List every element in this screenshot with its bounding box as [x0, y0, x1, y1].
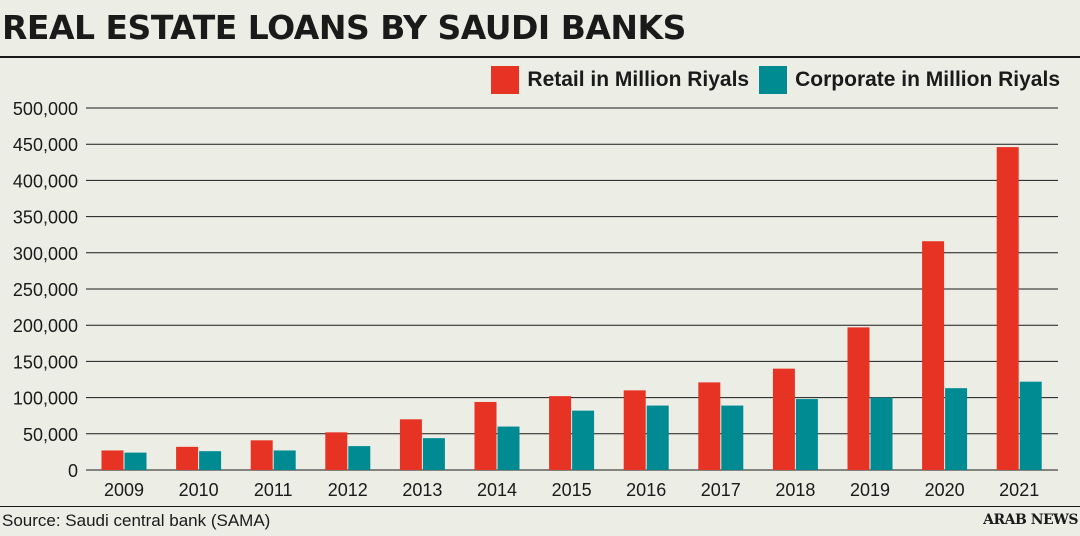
bar-corporate: [273, 450, 296, 470]
y-tick-label: 400,000: [13, 171, 78, 191]
bar-retail: [847, 327, 870, 470]
bar-retail: [698, 382, 721, 470]
bar-retail: [101, 450, 124, 470]
bar-corporate: [646, 405, 669, 470]
y-tick-label: 450,000: [13, 135, 78, 155]
bar-retail: [474, 401, 497, 470]
bar-corporate: [497, 426, 520, 470]
x-tick-label: 2014: [477, 480, 517, 500]
legend-item-corporate: Corporate in Million Riyals: [759, 66, 1060, 94]
x-tick-label: 2018: [775, 480, 815, 500]
legend-label-corporate: Corporate in Million Riyals: [795, 68, 1060, 91]
legend-swatch-corporate: [759, 66, 788, 94]
x-tick-label: 2013: [402, 480, 442, 500]
y-tick-label: 350,000: [13, 208, 78, 228]
bar-retail: [623, 390, 646, 470]
title-divider: [0, 56, 1080, 58]
bar-retail: [250, 440, 273, 470]
bar-retail: [325, 432, 348, 470]
bar-retail: [176, 446, 199, 470]
x-tick-label: 2019: [850, 480, 890, 500]
x-tick-label: 2021: [999, 480, 1039, 500]
x-tick-label: 2012: [328, 480, 368, 500]
y-tick-label: 100,000: [13, 389, 78, 409]
y-tick-label: 250,000: [13, 280, 78, 300]
bar-corporate: [1019, 381, 1042, 470]
bar-retail: [922, 241, 945, 470]
bar-corporate: [124, 452, 147, 470]
bar-corporate: [422, 438, 445, 470]
bar-retail: [549, 396, 572, 470]
x-tick-label: 2017: [701, 480, 741, 500]
y-tick-label: 150,000: [13, 352, 78, 372]
bar-corporate: [795, 399, 818, 470]
bar-retail: [399, 419, 422, 470]
y-tick-label: 300,000: [13, 244, 78, 264]
legend-swatch-retail: [491, 66, 520, 94]
bar-retail: [772, 368, 795, 470]
brand-logo: ARAB NEWS: [983, 512, 1078, 528]
bar-corporate: [572, 410, 595, 470]
x-tick-label: 2009: [104, 480, 144, 500]
bar-corporate: [348, 446, 371, 470]
x-tick-label: 2020: [925, 480, 965, 500]
x-tick-label: 2015: [552, 480, 592, 500]
x-tick-label: 2010: [179, 480, 219, 500]
bar-corporate: [945, 388, 968, 470]
source-note: Source: Saudi central bank (SAMA): [2, 511, 271, 530]
x-tick-label: 2011: [254, 480, 293, 500]
bar-corporate: [870, 397, 893, 470]
bar-corporate: [199, 451, 222, 470]
legend-label-retail: Retail in Million Riyals: [527, 68, 750, 91]
bar-retail: [996, 147, 1019, 470]
y-tick-label: 200,000: [13, 316, 78, 336]
footer-divider: [0, 506, 1080, 507]
legend-item-retail: Retail in Million Riyals: [491, 66, 749, 94]
bar-chart: 0 50,000 100,000 150,000 200,000 250,000 300,0…: [13, 99, 1058, 500]
legend: Retail in Million Riyals Corporate in Mi…: [491, 66, 1060, 94]
y-tick-label: 500,000: [13, 99, 78, 119]
chart-title: REAL ESTATE LOANS BY SAUDI BANKS: [2, 8, 686, 47]
bar-corporate: [721, 405, 744, 470]
y-tick-label: 0: [68, 461, 78, 481]
x-tick-label: 2016: [626, 480, 666, 500]
y-tick-label: 50,000: [23, 425, 78, 445]
